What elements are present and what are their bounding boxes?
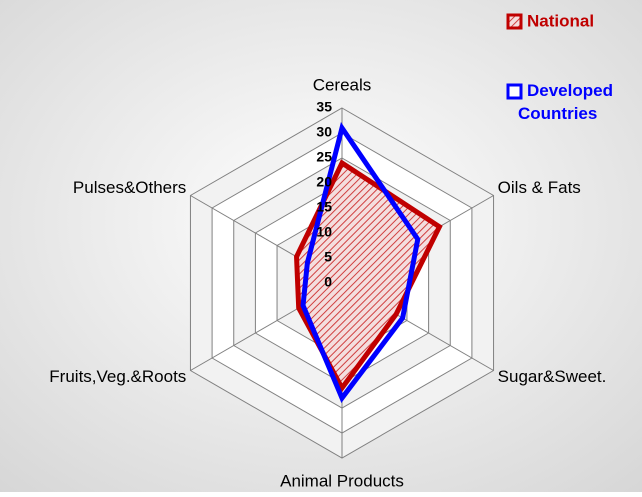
category-label: Animal Products <box>280 471 404 490</box>
tick-label: 25 <box>316 149 332 165</box>
legend-swatch <box>506 83 523 100</box>
legend-label: Developed Countries <box>518 81 613 123</box>
legend-label-line: Developed <box>527 81 613 100</box>
tick-label: 10 <box>316 224 332 240</box>
series-line <box>300 122 421 403</box>
legend-swatch <box>506 13 523 30</box>
tick-label: 30 <box>316 124 332 140</box>
category-label: Cereals <box>313 75 372 94</box>
category-label: Sugar&Sweet. <box>498 367 607 386</box>
legend-label-line: Countries <box>518 104 597 123</box>
category-label: Pulses&Others <box>73 178 186 197</box>
tick-label: 15 <box>316 199 332 215</box>
category-label: Fruits,Veg.&Roots <box>49 367 186 386</box>
tick-label: 0 <box>324 274 332 290</box>
legend-label: National <box>527 11 594 30</box>
tick-label: 5 <box>324 249 332 265</box>
tick-label: 35 <box>316 99 332 115</box>
category-label: Oils & Fats <box>498 178 581 197</box>
tick-label: 20 <box>316 174 332 190</box>
